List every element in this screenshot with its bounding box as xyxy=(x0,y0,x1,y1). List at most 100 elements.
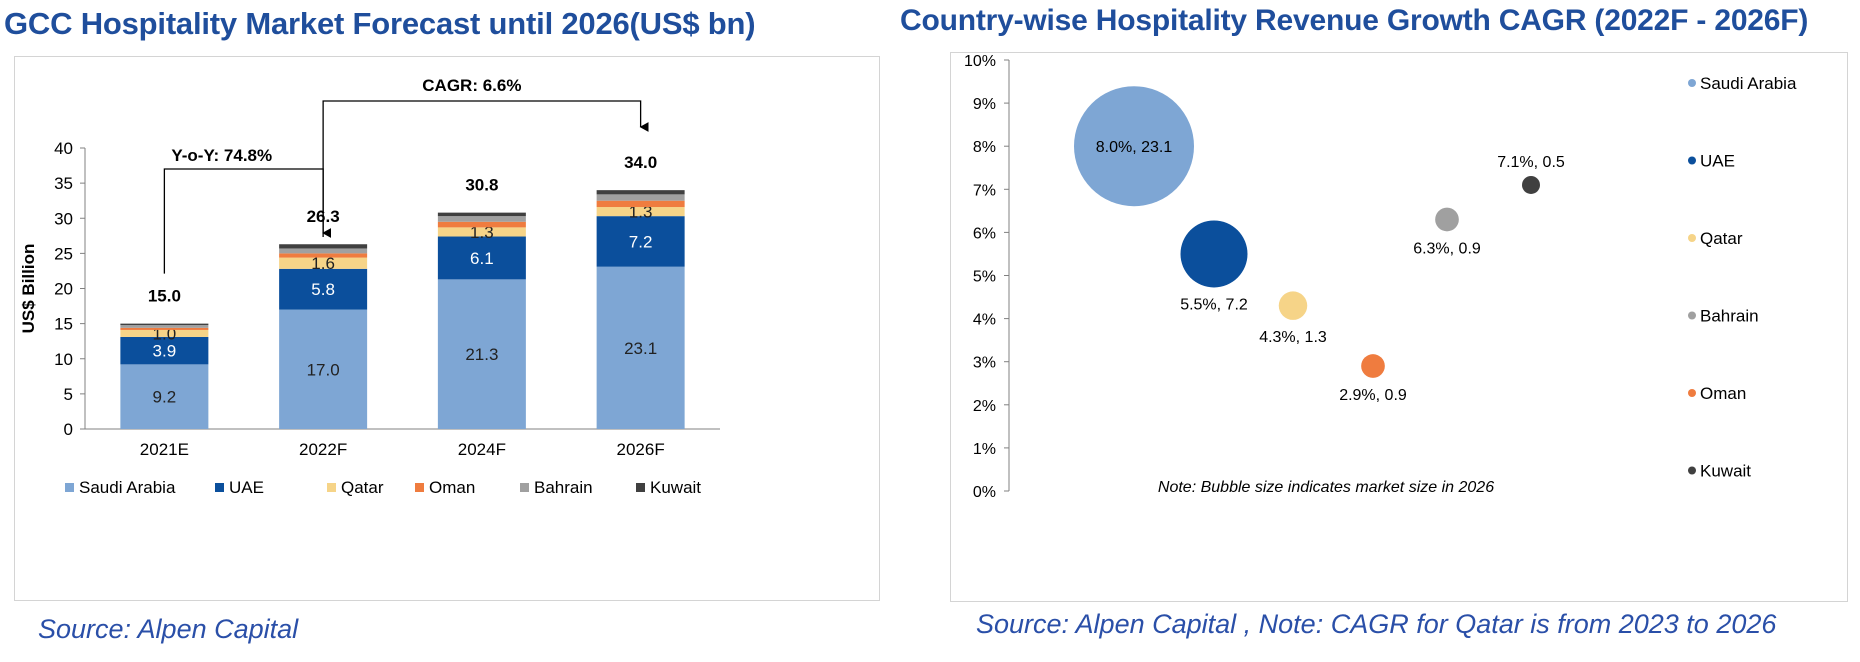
bubble-chart-title: Country-wise Hospitality Revenue Growth … xyxy=(900,4,1809,37)
bubble-kuwait xyxy=(1522,175,1540,194)
y-tick-label: 25 xyxy=(54,244,73,263)
bubble-size-note: Note: Bubble size indicates market size … xyxy=(1158,479,1494,496)
bar-segment xyxy=(596,216,685,267)
yoy-label: Y-o-Y: 74.8% xyxy=(171,146,272,165)
bar-chart-title: GCC Hospitality Market Forecast until 20… xyxy=(4,6,756,41)
bubble-data-label: 5.5%, 7.2 xyxy=(1180,296,1248,313)
y-tick-label: 20 xyxy=(54,280,73,299)
y-tick-label: 40 xyxy=(54,139,73,158)
y-tick-label: 4% xyxy=(973,312,996,329)
bar-value-label: 6.1 xyxy=(470,249,494,268)
y-tick-label: 5 xyxy=(64,385,73,404)
bar-segment xyxy=(437,279,526,429)
bar-value-label: 21.3 xyxy=(465,345,498,364)
y-tick-label: 9% xyxy=(973,96,996,113)
y-tick-label: 1% xyxy=(973,441,996,458)
bar-chart-source: Source: Alpen Capital xyxy=(38,614,299,644)
legend-swatch xyxy=(327,483,336,492)
y-tick-label: 6% xyxy=(973,225,996,242)
bar-segment xyxy=(596,266,685,429)
bar-segment xyxy=(279,309,368,429)
legend-marker xyxy=(1688,466,1696,475)
legend-marker xyxy=(1688,311,1696,320)
bar-value-label: 1.6 xyxy=(311,254,335,273)
bubble-oman xyxy=(1361,354,1385,378)
bar-segment xyxy=(120,329,209,337)
legend-swatch xyxy=(520,483,529,492)
y-tick-label: 35 xyxy=(54,174,73,193)
bubble-chart: 0% 1% 2% 3% 4% 5% 6% 7% 8% 9% 10% 8.0%, 23.1 5.5%, 7… xyxy=(964,53,1797,501)
bar-segment xyxy=(437,236,526,280)
bar-chart-panel: 0 5 10 15 20 25 30 35 40 US$ Billion 2021E 9.2 3.9 1.… xyxy=(14,56,880,601)
legend-label: Kuwait xyxy=(1700,462,1751,481)
bar-total-label: 34.0 xyxy=(624,153,657,172)
legend-label: Kuwait xyxy=(650,478,701,497)
legend-swatch xyxy=(65,483,74,492)
bar-segment xyxy=(120,325,209,328)
bar-segment xyxy=(596,194,685,201)
legend-label: Saudi Arabia xyxy=(1700,74,1797,93)
bubble-qatar xyxy=(1278,291,1308,320)
bar-segment xyxy=(437,216,526,222)
legend-swatch xyxy=(415,483,424,492)
legend-marker xyxy=(1688,389,1696,397)
y-tick-label: 15 xyxy=(54,315,73,334)
legend-label: Qatar xyxy=(341,478,384,497)
bar-segment xyxy=(596,190,685,195)
bar-chart: 0 5 10 15 20 25 30 35 40 US$ Billion 2021E 9.2 3.9 1.… xyxy=(19,76,720,497)
cagr-label: CAGR: 6.6% xyxy=(422,76,521,95)
bar-legend: Saudi Arabia UAE Qatar Oman Bahrain Kuwait xyxy=(65,478,701,497)
bar-segment xyxy=(120,364,209,429)
x-tick-label: 2024F xyxy=(458,440,506,459)
bubble-uae xyxy=(1180,220,1248,288)
bar-total-label: 15.0 xyxy=(148,287,181,306)
bar-value-label: 9.2 xyxy=(153,388,177,407)
y-tick-label: 10% xyxy=(964,53,996,70)
bar-segment xyxy=(596,200,685,208)
bar-segment xyxy=(279,248,368,254)
y-tick-label: 0 xyxy=(64,420,73,439)
bar-value-label: 17.0 xyxy=(307,360,340,379)
legend-label: Oman xyxy=(429,478,475,497)
x-tick-label: 2021E xyxy=(140,440,189,459)
legend-label: UAE xyxy=(1700,152,1735,171)
bar-segment xyxy=(437,227,526,237)
bubble-chart-source: Source: Alpen Capital , Note: CAGR for Q… xyxy=(976,609,1777,639)
bubble-saudi-arabia xyxy=(1074,86,1194,207)
bubble-bahrain xyxy=(1435,207,1459,232)
legend-label: Bahrain xyxy=(1700,307,1759,326)
bar-value-label: 1.3 xyxy=(629,203,653,222)
y-tick-label: 7% xyxy=(973,182,996,199)
legend-marker xyxy=(1688,234,1696,242)
bubble-chart-panel: 0% 1% 2% 3% 4% 5% 6% 7% 8% 9% 10% 8.0%, 23.1 5.5%, 7… xyxy=(950,52,1848,602)
bubble-data-label: 6.3%, 0.9 xyxy=(1413,240,1481,257)
growth-annotations: Y-o-Y: 74.8% CAGR: 6.6% xyxy=(163,76,649,274)
y-tick-label: 2% xyxy=(973,398,996,415)
bar-segment xyxy=(596,207,685,217)
y-tick-label: 10 xyxy=(54,350,73,369)
x-tick-label: 2022F xyxy=(299,440,347,459)
legend-label: Bahrain xyxy=(534,478,593,497)
bubble-data-label: 7.1%, 0.5 xyxy=(1497,154,1565,171)
bubble-data-label: 4.3%, 1.3 xyxy=(1259,329,1327,346)
bar-total-label: 30.8 xyxy=(465,176,498,195)
legend-label: Qatar xyxy=(1700,229,1743,248)
legend-swatch xyxy=(636,483,645,492)
bar-value-label: 7.2 xyxy=(629,232,653,251)
y-axis-title: US$ Billion xyxy=(19,244,38,334)
bubble-legend: Saudi Arabia UAE Qatar Bahrain Oman Kuwait xyxy=(1688,74,1797,481)
bar-segment xyxy=(120,327,209,330)
legend-label: UAE xyxy=(229,478,264,497)
bar-value-label: 3.9 xyxy=(153,342,177,361)
bar-segment xyxy=(437,221,526,228)
bar-segment xyxy=(120,336,209,365)
y-tick-label: 30 xyxy=(54,209,73,228)
legend-swatch xyxy=(215,483,224,492)
bar-segment xyxy=(279,244,368,249)
bar-segment xyxy=(437,212,526,217)
legend-label: Oman xyxy=(1700,384,1746,403)
bubble-data-label: 2.9%, 0.9 xyxy=(1339,387,1407,404)
bar-value-label: 5.8 xyxy=(311,280,335,299)
legend-marker xyxy=(1688,79,1696,87)
bar-segment xyxy=(279,253,368,258)
